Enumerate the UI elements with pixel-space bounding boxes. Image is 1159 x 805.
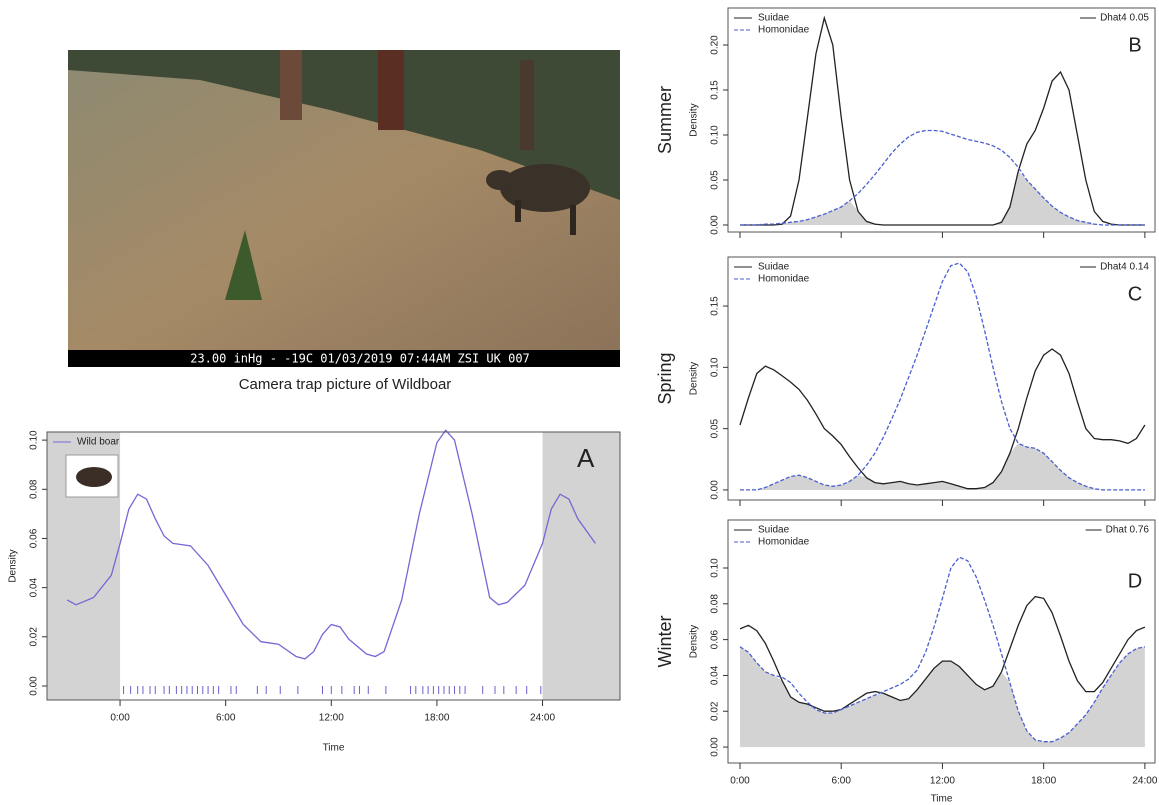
y-tick-label: 0.00 <box>710 215 721 235</box>
y-tick-label: 0.00 <box>710 737 721 757</box>
y-axis-label: Density <box>689 362 700 395</box>
plot-area <box>47 432 620 700</box>
x-tick-label: 6:00 <box>831 776 851 787</box>
x-axis-label: Time <box>931 794 953 805</box>
y-axis-label: Density <box>689 625 700 658</box>
figure: 23.00 inHg - -19C 01/03/2019 07:44AM ZSI… <box>0 0 1159 805</box>
panel-letter: B <box>1128 34 1141 56</box>
legend-label: Homonidae <box>758 274 810 285</box>
y-tick-label: 0.04 <box>29 577 40 597</box>
y-tick-label: 0.00 <box>29 676 40 696</box>
legend-label: Suidae <box>758 13 790 24</box>
y-tick-label: 0.04 <box>710 665 721 685</box>
y-tick-label: 0.10 <box>710 357 721 377</box>
panel-letter: C <box>1128 283 1142 305</box>
y-axis-label: Density <box>8 549 19 582</box>
x-axis-label: Time <box>323 743 345 754</box>
y-tick-label: 0.08 <box>710 594 721 614</box>
y-tick-label: 0.08 <box>29 479 40 499</box>
photo-caption: Camera trap picture of Wildboar <box>239 376 452 393</box>
y-axis-label: Density <box>689 103 700 136</box>
y-tick-label: 0.02 <box>29 627 40 647</box>
panel-letter: D <box>1128 570 1142 592</box>
x-tick-label: 6:00 <box>216 713 236 724</box>
y-tick-label: 0.15 <box>710 80 721 100</box>
y-tick-label: 0.02 <box>710 701 721 721</box>
legend-label: Wild boar <box>77 437 120 448</box>
y-tick-label: 0.15 <box>710 296 721 316</box>
y-tick-label: 0.10 <box>710 125 721 145</box>
x-tick-label: 18:00 <box>424 713 449 724</box>
row-label: Winter <box>655 615 675 667</box>
x-tick-label: 12:00 <box>930 776 955 787</box>
panel-letter: A <box>577 443 595 473</box>
annotation: Dhat 0.76 <box>1106 525 1150 536</box>
legend-label: Homonidae <box>758 25 810 36</box>
legend-label: Suidae <box>758 525 790 536</box>
x-tick-label: 0:00 <box>110 713 130 724</box>
y-tick-label: 0.00 <box>710 480 721 500</box>
x-tick-label: 24:00 <box>530 713 555 724</box>
legend-label: Homonidae <box>758 537 810 548</box>
x-tick-label: 24:00 <box>1132 776 1157 787</box>
legend-label: Suidae <box>758 262 790 273</box>
y-tick-label: 0.06 <box>29 528 40 548</box>
photo-overlay: 23.00 inHg - -19C 01/03/2019 07:44AM ZSI… <box>190 352 530 366</box>
y-tick-label: 0.05 <box>710 170 721 190</box>
camera-photo: 23.00 inHg - -19C 01/03/2019 07:44AM ZSI… <box>68 50 620 367</box>
row-label: Spring <box>655 352 675 404</box>
y-tick-label: 0.20 <box>710 35 721 55</box>
inset-boar <box>76 467 112 487</box>
row-label: Summer <box>655 86 675 154</box>
annotation: Dhat4 0.14 <box>1100 262 1149 273</box>
y-tick-label: 0.05 <box>710 418 721 438</box>
y-tick-label: 0.10 <box>29 430 40 450</box>
x-tick-label: 0:00 <box>730 776 750 787</box>
x-tick-label: 12:00 <box>319 713 344 724</box>
plot-area <box>728 257 1155 500</box>
y-tick-label: 0.06 <box>710 629 721 649</box>
y-tick-label: 0.10 <box>710 558 721 578</box>
annotation: Dhat4 0.05 <box>1100 13 1149 24</box>
x-tick-label: 18:00 <box>1031 776 1056 787</box>
